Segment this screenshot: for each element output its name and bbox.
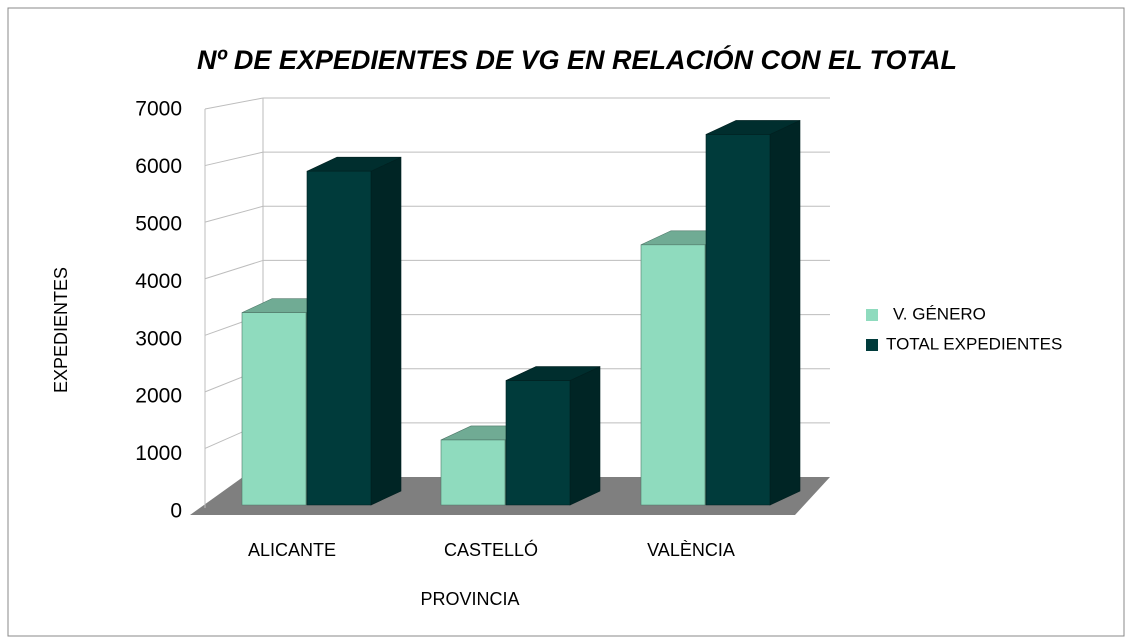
bar <box>505 366 601 506</box>
x-tick-label: VALÈNCIA <box>647 540 735 560</box>
grid-line <box>204 205 264 223</box>
y-tick-label: 3000 <box>135 327 182 350</box>
legend-label: TOTAL EXPEDIENTES <box>886 334 1062 353</box>
y-tick-label: 4000 <box>135 270 182 293</box>
grid-line <box>204 97 264 110</box>
bar-front <box>241 312 307 506</box>
x-tick-label: ALICANTE <box>248 540 336 560</box>
bar-front <box>705 134 771 506</box>
grid-line <box>204 151 264 167</box>
bar-side <box>370 156 402 506</box>
bar-front <box>440 439 506 506</box>
legend-swatch <box>866 339 878 351</box>
grid-line <box>204 259 264 280</box>
y-tick-label: 0 <box>170 500 182 523</box>
y-axis-label: EXPEDIENTES <box>51 267 71 393</box>
y-tick-label: 6000 <box>135 155 182 178</box>
legend-swatch <box>866 309 878 321</box>
y-tick-label: 5000 <box>135 212 182 235</box>
bar-front <box>640 244 706 506</box>
legend-label: V. GÉNERO <box>893 304 986 323</box>
bar <box>306 156 402 506</box>
bar-front <box>505 380 571 506</box>
y-tick-label: 2000 <box>135 385 182 408</box>
bar-side <box>569 366 601 506</box>
y-tick-label: 1000 <box>135 442 182 465</box>
bar-side <box>769 119 801 506</box>
bar-front <box>306 170 372 506</box>
y-tick-label: 7000 <box>135 98 182 121</box>
x-tick-label: CASTELLÓ <box>444 539 538 560</box>
bar <box>705 119 801 506</box>
chart-title: Nº DE EXPEDIENTES DE VG EN RELACIÓN CON … <box>197 44 957 75</box>
x-axis-label: PROVINCIA <box>420 589 519 609</box>
